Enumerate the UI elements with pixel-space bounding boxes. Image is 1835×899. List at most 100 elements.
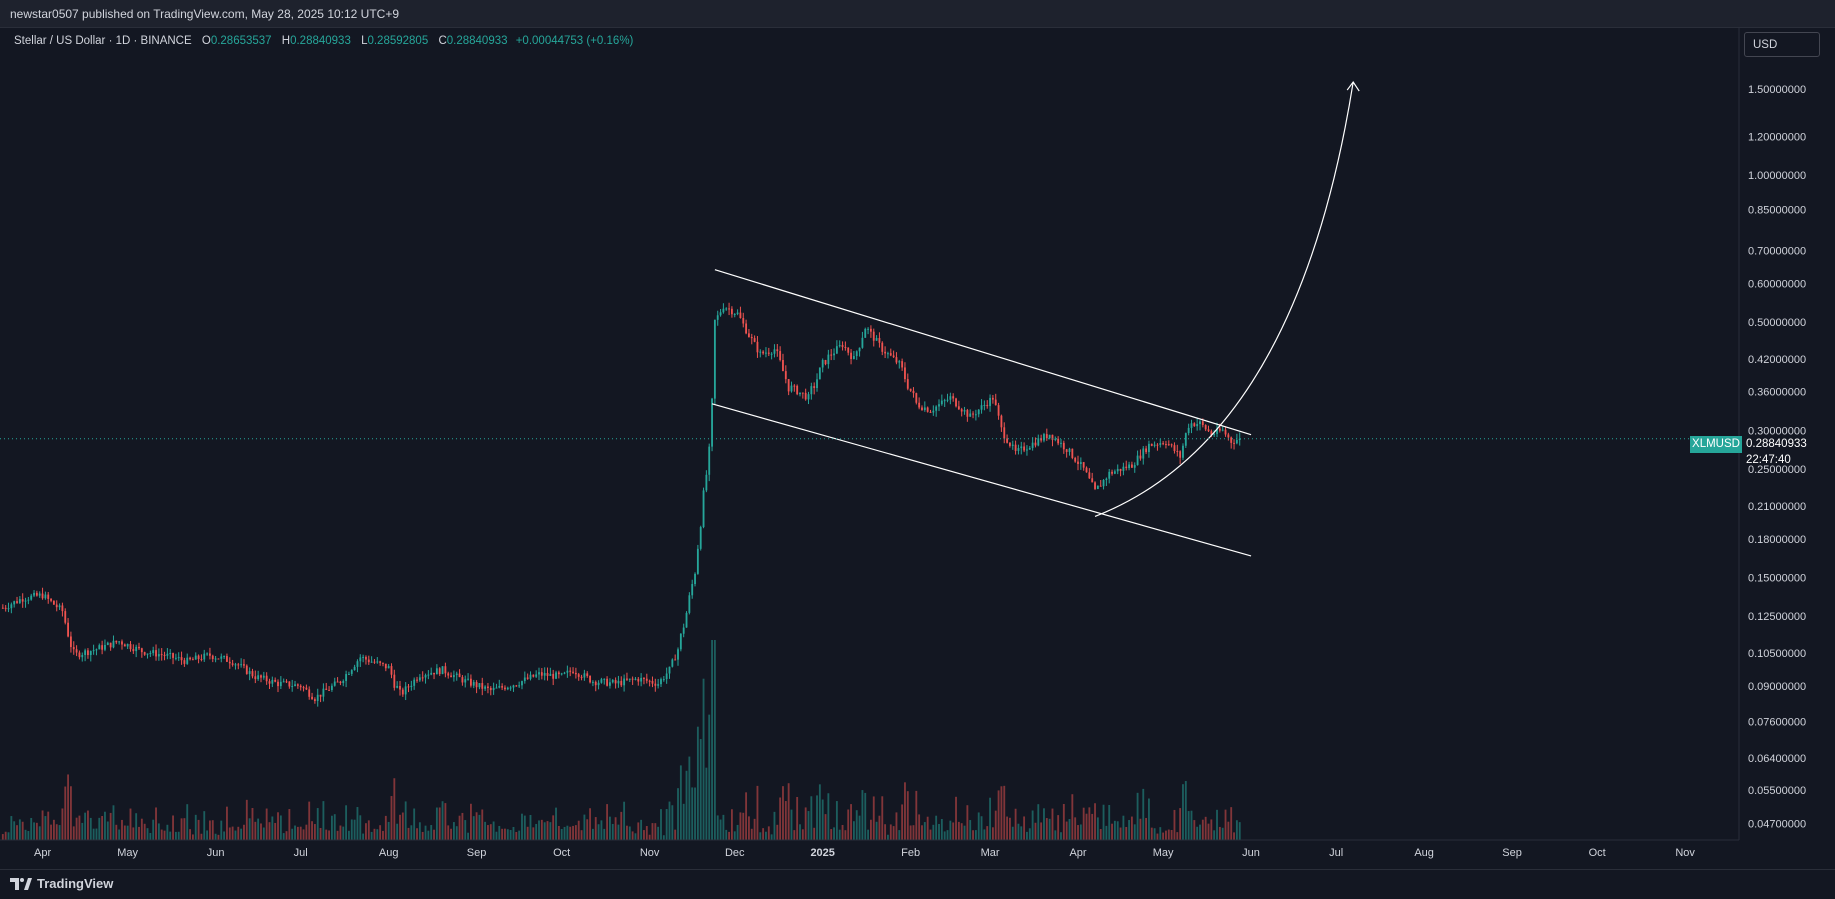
- volume-bar: [637, 822, 640, 840]
- volume-bar: [1201, 819, 1204, 840]
- candle-body: [850, 352, 852, 360]
- volume-bar: [342, 826, 345, 840]
- volume-bar: [850, 804, 852, 840]
- candle-body: [694, 573, 696, 585]
- candle-body: [157, 654, 160, 657]
- volume-bar: [129, 808, 132, 840]
- volume-bar: [254, 821, 257, 840]
- volume-bar: [1000, 786, 1003, 840]
- candle-body: [1159, 443, 1162, 445]
- publish-info: newstar0507 published on TradingView.com…: [10, 7, 400, 21]
- volume-bar: [294, 825, 296, 840]
- volume-bar: [268, 822, 271, 840]
- volume-bar: [813, 827, 816, 840]
- candle-body: [458, 673, 461, 678]
- volume-bar: [75, 817, 78, 840]
- price-label-value: 0.28840933: [1746, 438, 1807, 450]
- price-axis[interactable]: 1.800000001.500000001.200000001.00000000…: [1738, 28, 1835, 840]
- volume-bar: [379, 825, 382, 840]
- candle-body: [1193, 423, 1196, 427]
- candle-body: [889, 353, 892, 356]
- volume-bar: [1125, 826, 1128, 840]
- candle-body: [183, 660, 186, 664]
- volume-bar: [87, 810, 89, 840]
- volume-bar: [759, 832, 762, 840]
- price-tick-label: 1.00000000: [1748, 170, 1806, 182]
- candle-body: [555, 672, 557, 679]
- volume-bar: [399, 814, 401, 840]
- candle-body: [858, 347, 861, 352]
- volume-bar: [841, 824, 844, 840]
- change-value: +0.00044753 (+0.16%): [515, 35, 634, 47]
- volume-bar: [1068, 818, 1071, 840]
- volume-bar: [174, 831, 177, 840]
- candle-body: [262, 675, 265, 678]
- candle-body: [356, 661, 359, 667]
- candle-body: [716, 315, 719, 320]
- price-tick-label: 0.85000000: [1748, 204, 1806, 216]
- volume-bar: [223, 831, 226, 840]
- volume-bar: [810, 796, 813, 840]
- candle-body: [878, 338, 881, 343]
- candle-body: [1142, 448, 1145, 459]
- candle-body: [671, 659, 674, 667]
- volume-bar: [1133, 824, 1136, 840]
- currency-button[interactable]: USD: [1744, 32, 1820, 57]
- candle-body: [98, 645, 101, 650]
- volume-bar: [626, 825, 628, 840]
- volume-bar: [177, 831, 180, 840]
- volume-bar: [376, 829, 379, 840]
- candle-body: [418, 677, 421, 681]
- candle-body: [1108, 471, 1111, 479]
- price-tick-label: 0.07600000: [1748, 717, 1806, 729]
- volume-bar: [89, 817, 92, 840]
- price-chart[interactable]: 1.800000001.500000001.200000001.00000000…: [0, 28, 1835, 868]
- volume-bar: [643, 830, 645, 840]
- candle-body: [336, 681, 339, 683]
- candle-body: [869, 328, 872, 332]
- volume-bar: [211, 820, 214, 840]
- candle-body: [682, 627, 685, 634]
- tradingview-logo[interactable]: TradingView: [10, 876, 113, 891]
- volume-bar: [901, 804, 904, 840]
- volume-bar: [994, 810, 997, 840]
- candle-body: [997, 405, 1000, 416]
- candle-body: [1210, 431, 1213, 435]
- volume-bar: [929, 829, 932, 840]
- candle-body: [240, 664, 243, 666]
- candle-body: [957, 406, 960, 410]
- candle-body: [844, 347, 847, 349]
- time-tick-label: Feb: [901, 847, 920, 859]
- volume-bar: [72, 826, 75, 840]
- volume-bar: [58, 825, 61, 840]
- price-tick-label: 0.18000000: [1748, 534, 1806, 546]
- volume-bar: [1182, 784, 1184, 840]
- volume-bar: [197, 819, 200, 840]
- candle-body: [603, 678, 606, 680]
- volume-bar: [560, 828, 563, 840]
- candle-body: [929, 411, 932, 413]
- ohlc-legend: Stellar / US Dollar · 1D · BINANCE O0.28…: [14, 35, 633, 47]
- candle-body: [313, 699, 316, 701]
- volume-bar: [1136, 792, 1139, 840]
- time-tick-label: Oct: [553, 847, 570, 859]
- candles: [1, 302, 1241, 707]
- volume-bar: [1054, 830, 1057, 840]
- volume-bar: [38, 826, 41, 840]
- candle-body: [370, 661, 373, 663]
- candle-body: [444, 666, 447, 674]
- time-axis[interactable]: Apr May Jun Jul Aug Sep Oct Nov Dec 2025 Feb Mar Apr…: [0, 839, 1739, 859]
- candle-body: [435, 668, 438, 675]
- volume-bar: [487, 825, 489, 840]
- volume-bar: [722, 814, 725, 840]
- volume-bar: [969, 820, 972, 840]
- candle-body: [149, 653, 152, 655]
- volume-bar: [348, 830, 350, 840]
- candle-body: [1139, 455, 1142, 459]
- candle-body: [469, 678, 472, 686]
- candle-body: [705, 474, 708, 491]
- trend-drawings[interactable]: [711, 81, 1360, 557]
- volume-bar: [1009, 817, 1011, 840]
- candle-body: [833, 353, 835, 356]
- candle-body: [1125, 466, 1128, 469]
